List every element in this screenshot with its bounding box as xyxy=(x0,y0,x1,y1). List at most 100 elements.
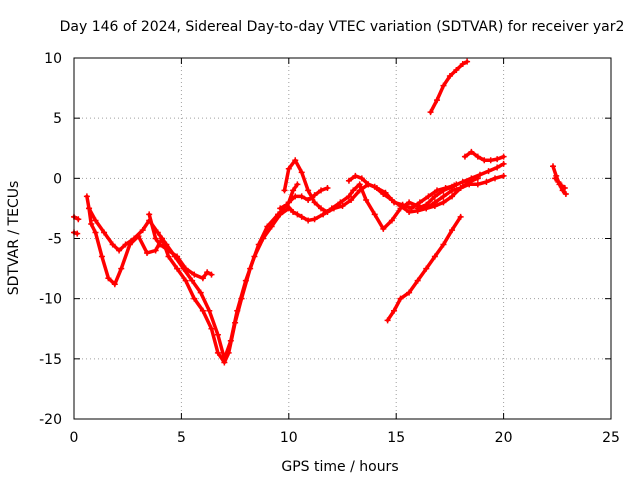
data-point xyxy=(434,187,441,194)
data-point xyxy=(414,205,421,212)
data-point xyxy=(562,190,569,197)
data-point xyxy=(221,355,228,362)
data-point xyxy=(320,211,327,218)
data-point xyxy=(449,227,456,234)
data-point xyxy=(214,349,221,356)
data-point xyxy=(494,164,501,171)
data-point xyxy=(292,157,299,164)
data-point xyxy=(550,163,557,170)
series-trace xyxy=(87,206,291,361)
data-point xyxy=(191,271,198,278)
data-point xyxy=(371,183,378,190)
y-tick-label: -15 xyxy=(39,352,62,368)
data-point xyxy=(285,165,292,172)
data-point xyxy=(330,205,337,212)
x-tick-label: 10 xyxy=(280,430,298,446)
data-point xyxy=(425,193,432,200)
data-point xyxy=(384,317,391,324)
data-point xyxy=(305,217,312,224)
data-point xyxy=(182,265,189,272)
data-point xyxy=(324,184,331,191)
series-trace xyxy=(385,215,463,323)
data-point xyxy=(391,307,398,314)
data-series xyxy=(281,157,507,216)
data-point xyxy=(434,97,441,104)
data-point xyxy=(277,211,284,218)
data-point xyxy=(461,153,468,160)
data-point xyxy=(466,178,473,185)
y-tick-label: -20 xyxy=(39,412,62,428)
data-point xyxy=(298,213,305,220)
data-point xyxy=(294,181,301,188)
data-point xyxy=(406,289,413,296)
data-point xyxy=(371,211,378,218)
data-point xyxy=(474,153,481,160)
data-point xyxy=(92,229,99,236)
data-point xyxy=(146,211,153,218)
data-point xyxy=(500,160,507,167)
data-point xyxy=(311,199,318,206)
data-point xyxy=(86,205,93,212)
data-point xyxy=(277,205,284,212)
data-point xyxy=(165,247,172,254)
data-point xyxy=(440,187,447,194)
data-point xyxy=(423,201,430,208)
data-point xyxy=(440,241,447,248)
data-point xyxy=(75,216,82,223)
data-point xyxy=(449,183,456,190)
data-point xyxy=(483,178,490,185)
data-series xyxy=(552,175,568,191)
data-series xyxy=(384,213,464,324)
x-tick-label: 20 xyxy=(495,430,513,446)
data-point xyxy=(468,148,475,155)
data-point xyxy=(92,217,99,224)
data-point xyxy=(131,235,138,242)
data-point xyxy=(318,205,325,212)
data-point xyxy=(474,175,481,182)
y-tick-label: 10 xyxy=(44,51,62,67)
x-axis-label: GPS time / hours xyxy=(281,459,398,475)
series-trace xyxy=(147,212,214,280)
data-series xyxy=(285,184,331,206)
data-series xyxy=(146,211,215,282)
data-point xyxy=(356,181,363,188)
y-tick-label: -10 xyxy=(39,292,62,308)
data-point xyxy=(440,199,447,206)
data-point xyxy=(356,187,363,194)
x-tick-label: 0 xyxy=(70,430,79,446)
data-point xyxy=(292,193,299,200)
data-point xyxy=(487,157,494,164)
data-point xyxy=(101,229,108,236)
data-point xyxy=(206,307,213,314)
data-point xyxy=(358,175,365,182)
series-trace xyxy=(553,176,567,190)
data-point xyxy=(449,193,456,200)
data-point xyxy=(337,199,344,206)
data-point xyxy=(352,172,359,179)
plot-frame xyxy=(73,57,612,420)
data-point xyxy=(494,156,501,163)
data-point xyxy=(290,187,297,194)
data-series xyxy=(345,172,481,216)
data-point xyxy=(561,184,568,191)
data-point xyxy=(118,265,125,272)
data-point xyxy=(350,187,357,194)
data-point xyxy=(552,175,559,182)
data-point xyxy=(457,213,464,220)
data-series xyxy=(71,213,82,223)
grid-lines xyxy=(74,58,611,419)
data-point xyxy=(234,307,241,314)
data-point xyxy=(152,247,159,254)
data-point xyxy=(227,337,234,344)
data-series xyxy=(71,229,81,237)
data-point xyxy=(423,265,430,272)
data-point xyxy=(485,168,492,175)
data-point xyxy=(197,289,204,296)
data-point xyxy=(363,196,370,203)
data-point xyxy=(446,73,453,80)
data-point xyxy=(474,181,481,188)
data-point xyxy=(251,253,258,260)
data-point xyxy=(305,187,312,194)
